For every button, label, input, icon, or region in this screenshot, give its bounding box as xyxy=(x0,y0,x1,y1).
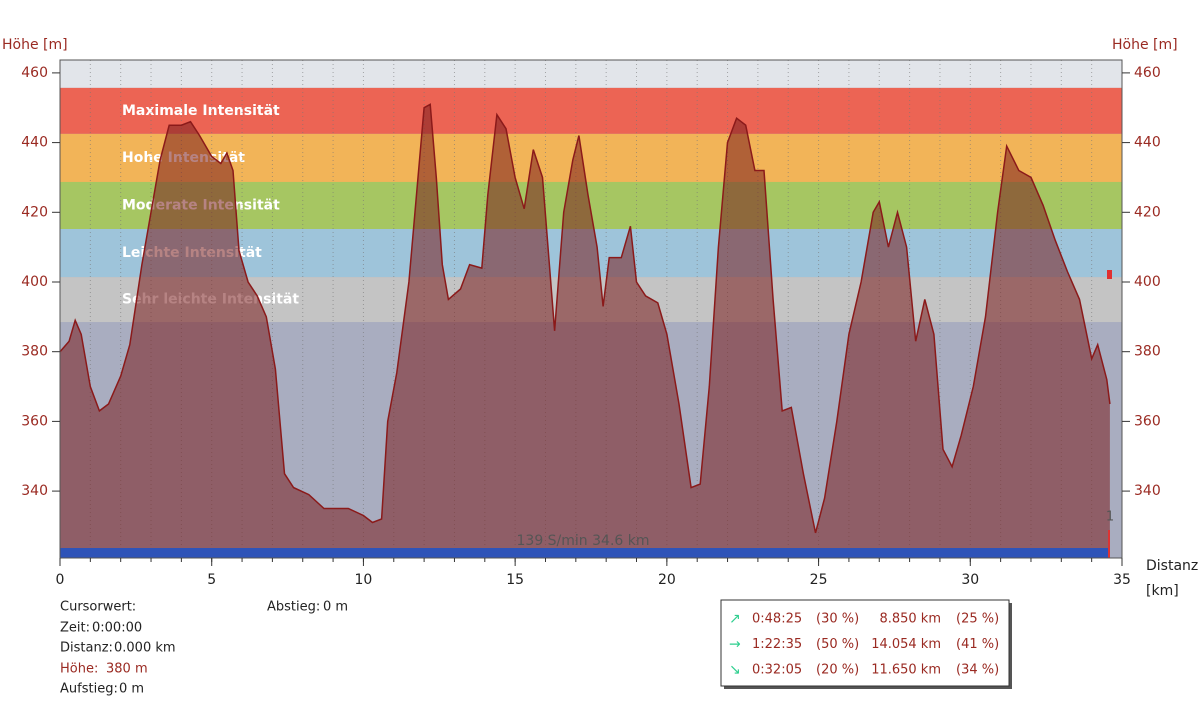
summary-distance: 14.054 km xyxy=(871,637,941,652)
y2-tick-label: 460 xyxy=(1134,65,1161,81)
cursor-value: 0 m xyxy=(119,682,144,697)
summary-distance-pct: (41 %) xyxy=(956,637,999,652)
x-tick-label: 0 xyxy=(56,572,65,588)
lap-label: 1 xyxy=(1106,510,1114,525)
summary-time-pct: (30 %) xyxy=(816,612,859,627)
x-tick-label: 10 xyxy=(355,572,373,588)
y2-tick-label: 400 xyxy=(1134,274,1161,290)
y-tick-label: 400 xyxy=(21,274,48,290)
y-axis-label: Höhe [m] xyxy=(2,37,68,53)
y-tick-label: 340 xyxy=(21,483,48,499)
summary-distance: 11.650 km xyxy=(871,663,941,678)
summary-time: 1:22:35 xyxy=(752,637,802,652)
summary-time: 0:32:05 xyxy=(752,663,802,678)
cursor-title: Cursorwert: xyxy=(60,600,136,615)
y2-axis-label: Höhe [m] xyxy=(1112,37,1178,53)
y-tick-label: 460 xyxy=(21,65,48,81)
top-band xyxy=(60,60,1122,88)
y-tick-label: 440 xyxy=(21,135,48,151)
cursor-label: Höhe: xyxy=(60,662,98,677)
plot-frame xyxy=(59,59,1123,559)
intensity-band xyxy=(60,133,1122,182)
summary-time: 0:48:25 xyxy=(752,612,802,627)
x-axis-label: [km] xyxy=(1146,583,1179,599)
intensity-band xyxy=(60,87,1122,134)
x-tick-label: 15 xyxy=(506,572,524,588)
cursor-value: 0 m xyxy=(323,600,348,615)
y2-tick-label: 360 xyxy=(1134,413,1161,429)
x-axis-label: Distanz xyxy=(1146,558,1198,574)
end-flag xyxy=(1107,270,1112,279)
marker-label: 139 S/min 34.6 km xyxy=(517,533,650,549)
cursor-value: 0:00:00 xyxy=(92,621,142,636)
summary-distance: 8.850 km xyxy=(879,612,941,627)
cursor-label: Abstieg: xyxy=(267,600,320,615)
summary-box xyxy=(720,599,1010,687)
y2-tick-label: 340 xyxy=(1134,483,1161,499)
elevation-area xyxy=(60,104,1110,559)
band-label: Maximale Intensität xyxy=(122,103,280,119)
y-tick-label: 380 xyxy=(21,344,48,360)
y-tick-label: 360 xyxy=(21,413,48,429)
x-tick-label: 30 xyxy=(961,572,979,588)
cursor-label: Aufstieg: xyxy=(60,682,118,697)
cursor-value: 0.000 km xyxy=(114,641,176,656)
y-tick-label: 420 xyxy=(21,204,48,220)
x-tick-label: 35 xyxy=(1113,572,1131,588)
summary-icon: → xyxy=(729,637,741,653)
summary-icon: ↗ xyxy=(729,611,741,627)
summary-icon: ↘ xyxy=(729,662,741,678)
summary-time-pct: (50 %) xyxy=(816,637,859,652)
elevation-line xyxy=(59,103,1111,534)
cursor-label: Zeit: xyxy=(60,621,90,636)
x-tick-label: 20 xyxy=(658,572,676,588)
cursor-value: 380 m xyxy=(106,662,148,677)
y2-tick-label: 380 xyxy=(1134,344,1161,360)
y2-tick-label: 440 xyxy=(1134,135,1161,151)
summary-distance-pct: (34 %) xyxy=(956,663,999,678)
summary-time-pct: (20 %) xyxy=(816,663,859,678)
cursor-label: Distanz: xyxy=(60,641,113,656)
activity-bar xyxy=(60,548,1108,558)
summary-distance-pct: (25 %) xyxy=(956,612,999,627)
x-tick-label: 5 xyxy=(207,572,216,588)
x-tick-label: 25 xyxy=(810,572,828,588)
y2-tick-label: 420 xyxy=(1134,204,1161,220)
